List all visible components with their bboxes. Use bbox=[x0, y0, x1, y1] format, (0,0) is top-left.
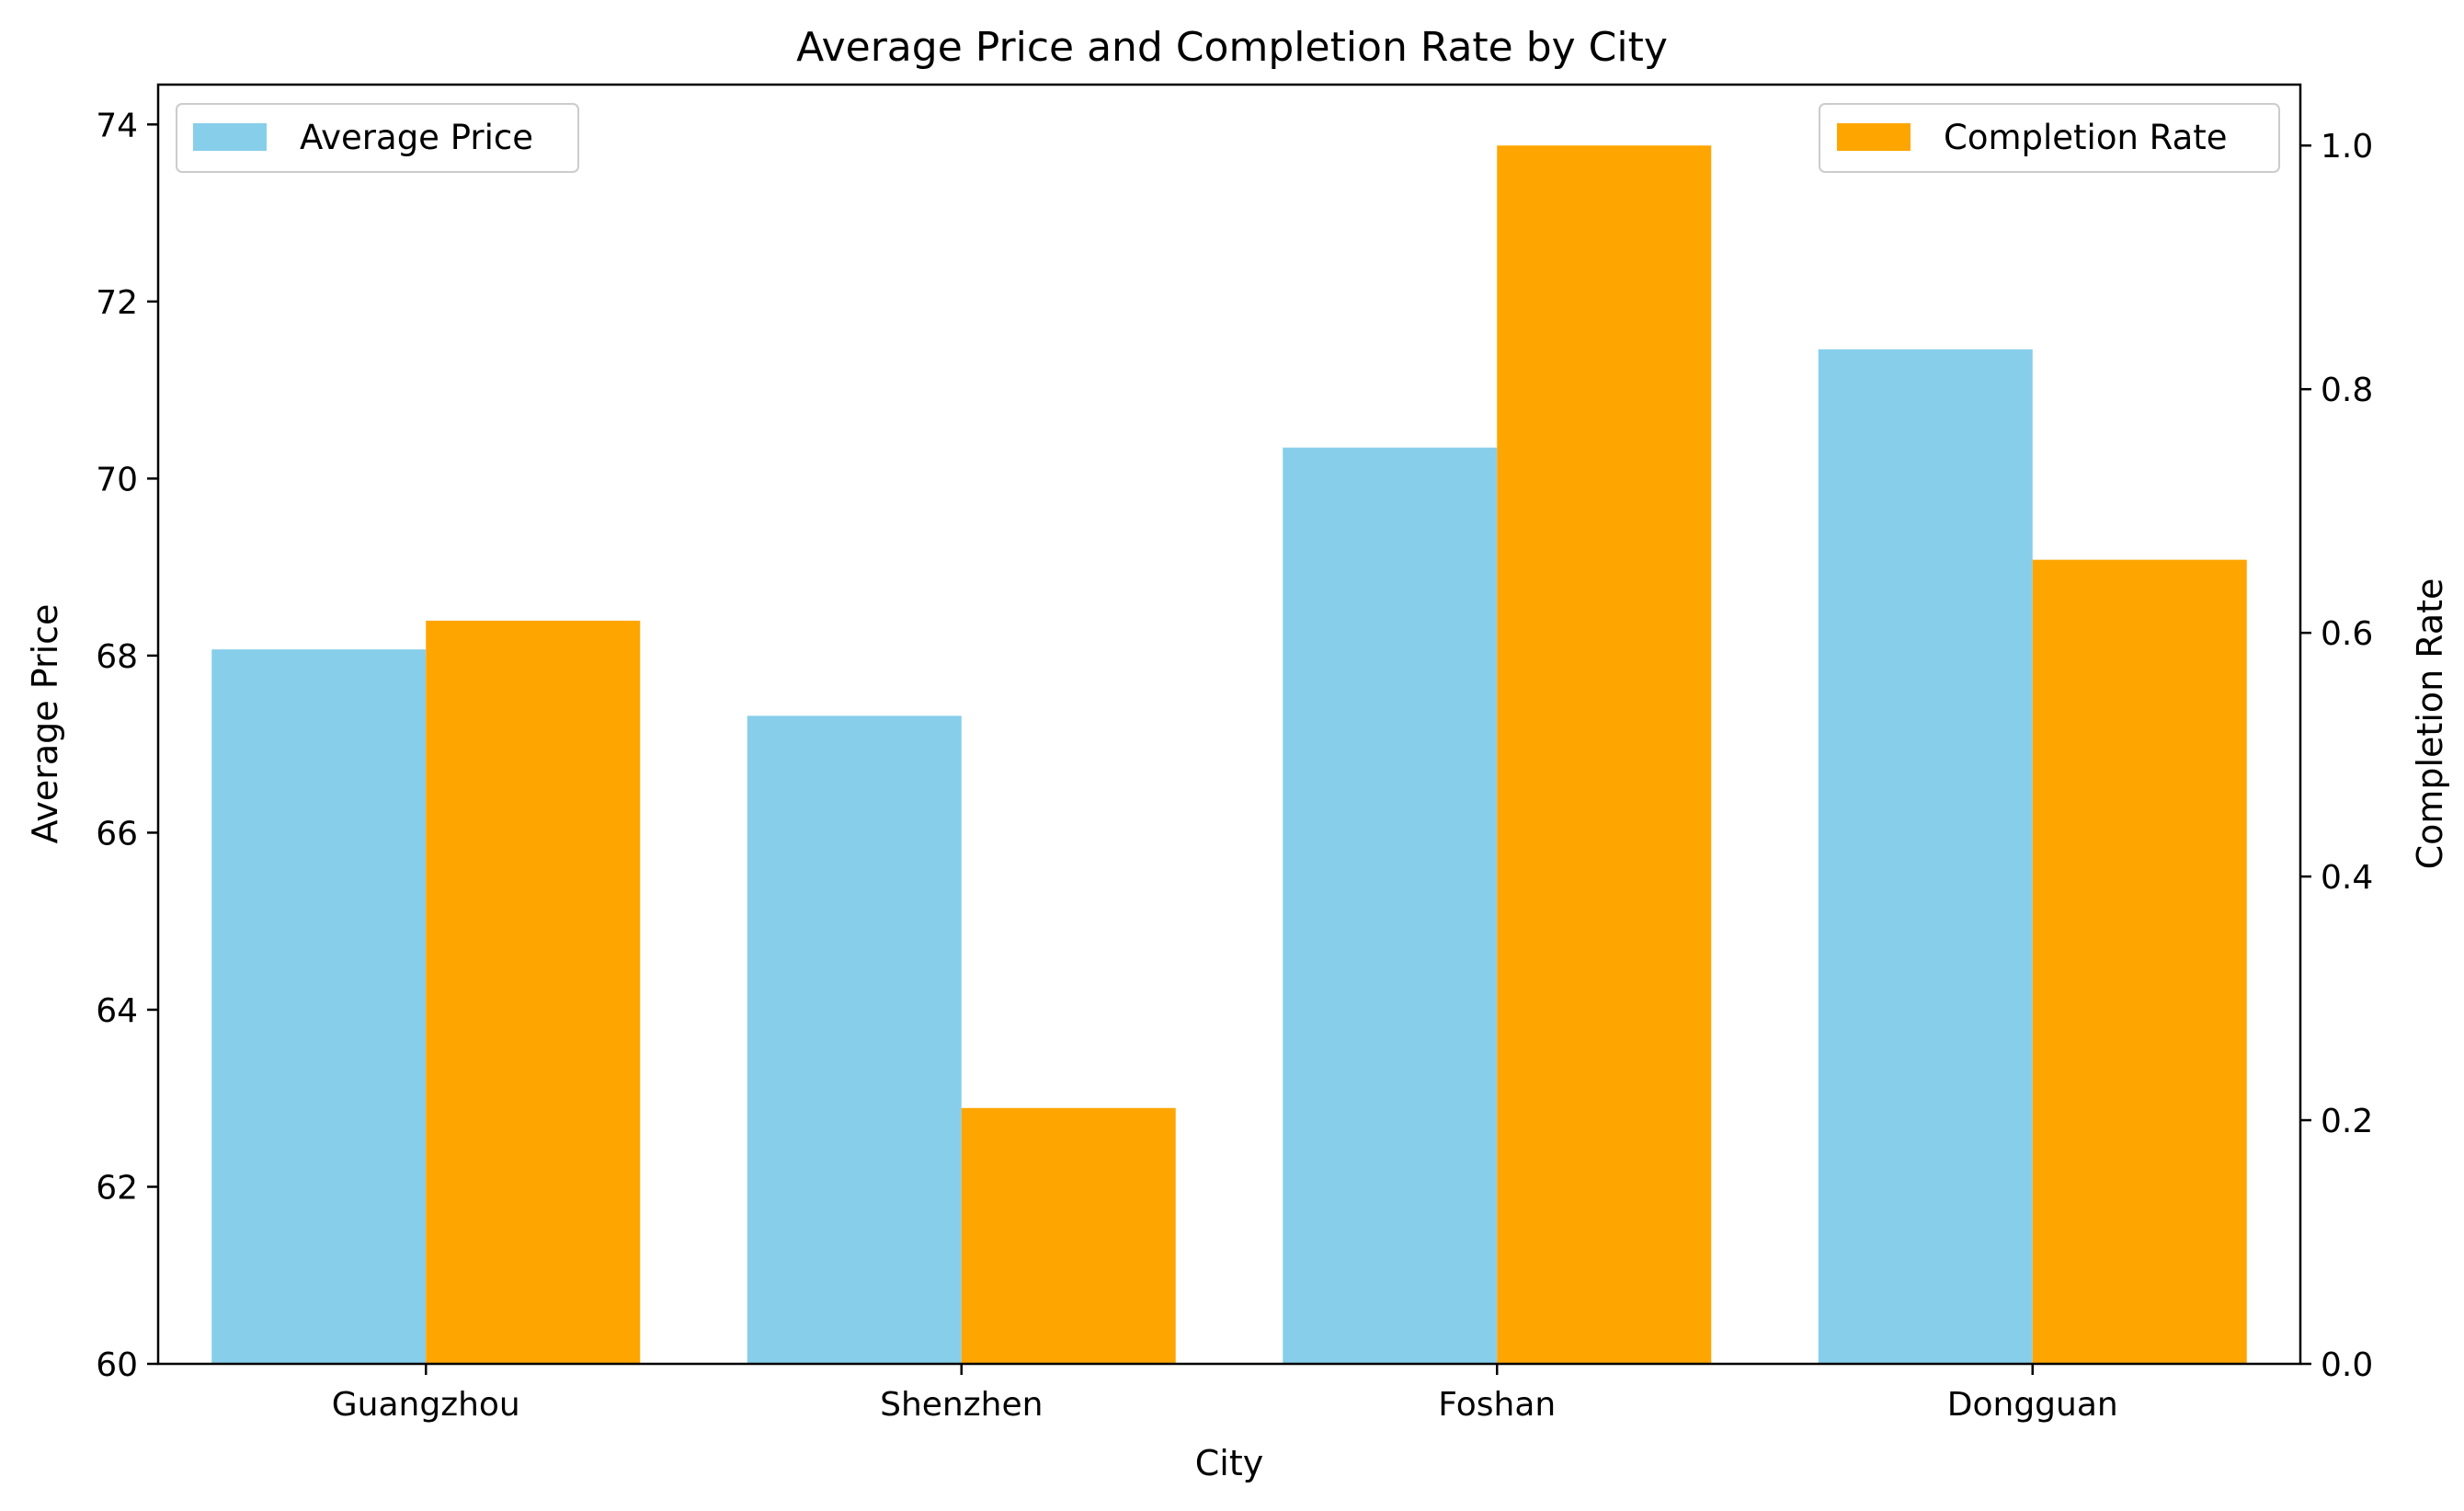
legend-swatch-average-price bbox=[193, 123, 267, 151]
chart-title: Average Price and Completion Rate by Cit… bbox=[796, 24, 1668, 71]
left-y-tick-label: 60 bbox=[96, 1346, 138, 1384]
x-axis-title: City bbox=[1195, 1443, 1263, 1483]
x-tick-label-dongguan: Dongguan bbox=[1947, 1386, 2118, 1424]
right-y-tick-label: 0.2 bbox=[2321, 1103, 2373, 1140]
plot-area-frame bbox=[156, 83, 2302, 1366]
x-axis: Guangzhou Shenzhen Foshan Dongguan bbox=[332, 1364, 2118, 1424]
left-y-tick-label: 64 bbox=[96, 992, 138, 1030]
legend-swatch-completion-rate bbox=[1837, 123, 1911, 151]
left-y-tick-label: 74 bbox=[96, 107, 138, 144]
left-y-tick-label: 68 bbox=[96, 638, 138, 676]
left-y-tick-label: 66 bbox=[96, 815, 138, 853]
legend-label-average-price: Average Price bbox=[300, 118, 533, 157]
bars-completion-rate bbox=[426, 145, 2247, 1365]
left-y-tick-label: 70 bbox=[96, 461, 138, 498]
right-y-tick-label: 0.0 bbox=[2321, 1346, 2373, 1384]
bar-average-price-foshan bbox=[1283, 447, 1498, 1364]
right-y-tick-label: 1.0 bbox=[2321, 128, 2373, 166]
right-y-tick-label: 0.8 bbox=[2321, 372, 2373, 409]
right-y-axis-title: Completion Rate bbox=[2410, 578, 2450, 870]
bar-completion-rate-guangzhou bbox=[426, 620, 641, 1364]
bars-average-price bbox=[211, 349, 2033, 1364]
right-y-tick-label: 0.6 bbox=[2321, 615, 2373, 653]
bar-completion-rate-dongguan bbox=[2032, 559, 2247, 1364]
left-y-axis-title: Average Price bbox=[25, 604, 65, 844]
legend-box bbox=[176, 103, 579, 173]
bar-average-price-shenzhen bbox=[747, 715, 962, 1364]
left-y-tick-label: 62 bbox=[96, 1169, 138, 1207]
x-tick-label-guangzhou: Guangzhou bbox=[332, 1386, 520, 1424]
legend-box bbox=[1819, 103, 2280, 173]
left-y-axis: 60 62 64 66 68 70 72 74 bbox=[96, 107, 158, 1384]
x-tick-label-shenzhen: Shenzhen bbox=[880, 1386, 1043, 1424]
legend-label-completion-rate: Completion Rate bbox=[1944, 118, 2228, 157]
legend-average-price: Average Price bbox=[176, 103, 579, 173]
bar-completion-rate-shenzhen bbox=[961, 1107, 1176, 1364]
bar-average-price-guangzhou bbox=[211, 649, 427, 1364]
bar-completion-rate-foshan bbox=[1497, 145, 1712, 1365]
left-y-tick-label: 72 bbox=[96, 284, 138, 322]
bar-average-price-dongguan bbox=[1818, 349, 2033, 1364]
x-tick-label-foshan: Foshan bbox=[1438, 1386, 1556, 1424]
right-y-tick-label: 0.4 bbox=[2321, 859, 2373, 897]
right-y-axis: 0.0 0.2 0.4 0.6 0.8 1.0 bbox=[2300, 128, 2373, 1384]
legend-completion-rate: Completion Rate bbox=[1819, 103, 2280, 173]
